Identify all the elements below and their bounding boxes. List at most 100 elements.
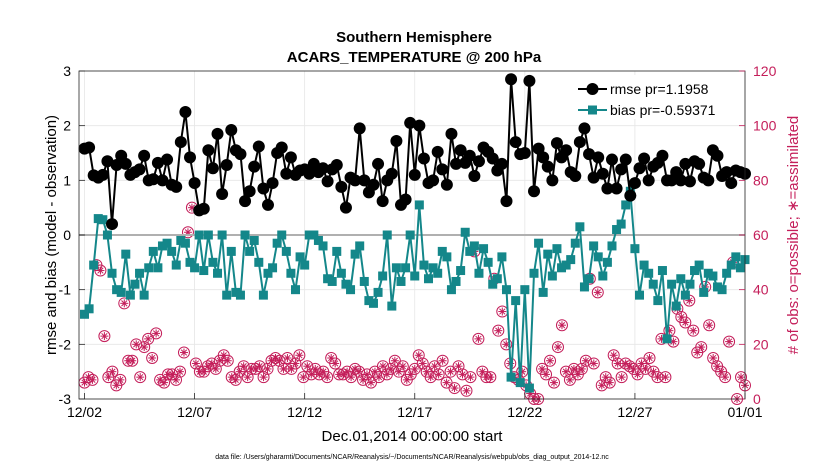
bias-point	[465, 246, 475, 256]
obs-assimilated-point	[140, 343, 149, 352]
bias-point	[295, 252, 305, 262]
rmse-point	[399, 193, 412, 206]
rmse-point	[206, 162, 219, 175]
bias-point	[185, 257, 195, 267]
legend: rmse pr=1.1958 bias pr=-0.59371	[573, 75, 739, 119]
bias-point	[442, 252, 452, 262]
obs-assimilated-point	[148, 354, 157, 362]
obs-assimilated-point	[259, 373, 268, 382]
bias-point	[685, 279, 695, 289]
rmse-point	[110, 159, 123, 172]
obs-possible-point	[158, 376, 171, 389]
rmse-point	[243, 185, 256, 198]
obs-possible-point	[591, 286, 604, 299]
obs-possible-point	[134, 371, 147, 384]
bias-point	[671, 301, 681, 311]
bias-point	[593, 252, 603, 262]
rmse-point	[220, 159, 233, 172]
rmse-point	[211, 127, 224, 140]
bias-point	[157, 241, 167, 251]
bias-point	[639, 260, 649, 270]
bias-point	[272, 238, 282, 248]
obs-possible-point	[396, 360, 409, 373]
obs-assimilated-point	[569, 364, 578, 373]
bias-point	[84, 304, 94, 314]
obs-assimilated-point	[191, 359, 200, 368]
rmse-point	[138, 149, 151, 162]
bias-point	[245, 246, 255, 256]
bias-point	[460, 227, 470, 237]
bias-point	[644, 268, 654, 278]
obs-possible-point	[98, 330, 111, 343]
bias-point	[332, 246, 342, 256]
bias-point	[235, 290, 245, 300]
bias-point	[180, 238, 190, 248]
legend-rmse-label: rmse pr=1.1958	[610, 81, 709, 97]
obs-assimilated-point	[725, 337, 734, 346]
chart-title: Southern Hemisphere	[336, 29, 492, 46]
obs-assimilated-point	[474, 334, 483, 343]
y-right-tick-label: 80	[753, 172, 769, 188]
bias-point	[268, 263, 278, 273]
rmse-point	[303, 167, 316, 180]
bias-point	[520, 285, 530, 295]
obs-possible-point	[118, 297, 131, 310]
legend-bias-label: bias pr=-0.59371	[610, 102, 716, 118]
obs-assimilated-point	[382, 370, 391, 379]
bias-point	[446, 285, 456, 295]
obs-assimilated-point	[466, 373, 475, 382]
rmse-point	[509, 136, 522, 149]
obs-assimilated-point	[88, 375, 97, 384]
rmse-point	[679, 157, 692, 170]
bias-point	[621, 200, 631, 210]
obs-assimilated-point	[172, 375, 181, 384]
x-tick-label: 12/27	[617, 404, 652, 420]
obs-possible-point	[221, 354, 234, 367]
rmse-point	[408, 168, 421, 181]
rmse-point	[170, 180, 183, 193]
rmse-point	[335, 180, 348, 193]
obs-possible-point	[257, 371, 270, 384]
obs-assimilated-point	[737, 373, 746, 382]
bias-point	[391, 263, 401, 273]
bias-point	[194, 230, 204, 240]
rmse-point	[642, 174, 655, 187]
rmse-point	[674, 174, 687, 187]
rmse-point	[605, 153, 618, 166]
rmse-point	[179, 106, 192, 118]
obs-assimilated-point	[243, 373, 252, 382]
rmse-point	[83, 141, 96, 154]
rmse-point	[257, 182, 270, 195]
y-tick-label: -1	[59, 282, 72, 298]
bias-point	[547, 271, 557, 281]
bias-point	[676, 274, 686, 284]
bias-point	[598, 271, 608, 281]
y-right-tick-label: 0	[753, 391, 761, 407]
bias-point	[144, 263, 154, 273]
bias-point	[364, 296, 374, 306]
rmse-point	[592, 151, 605, 164]
bias-point	[139, 290, 149, 300]
obs-assimilated-point	[355, 367, 364, 376]
obs-assimilated-point	[223, 356, 232, 365]
bias-point	[368, 298, 378, 308]
obs-possible-point	[261, 362, 274, 375]
rmse-point	[463, 149, 476, 162]
bias-point	[469, 241, 479, 251]
bias-point	[662, 334, 672, 344]
bias-point	[653, 296, 663, 306]
obs-assimilated-point	[633, 370, 642, 379]
rmse-point	[248, 160, 261, 173]
obs-assimilated-point	[347, 373, 356, 382]
rmse-point	[197, 202, 210, 215]
rmse-point	[450, 157, 463, 170]
obs-assimilated-point	[561, 367, 570, 376]
rmse-point	[569, 169, 582, 182]
bias-point	[501, 285, 511, 295]
bias-point	[355, 241, 365, 251]
bias-point	[511, 296, 521, 306]
rmse-point	[550, 137, 563, 150]
rmse-point	[184, 151, 196, 164]
obs-possible-point	[94, 264, 107, 277]
obs-assimilated-point	[410, 364, 419, 373]
